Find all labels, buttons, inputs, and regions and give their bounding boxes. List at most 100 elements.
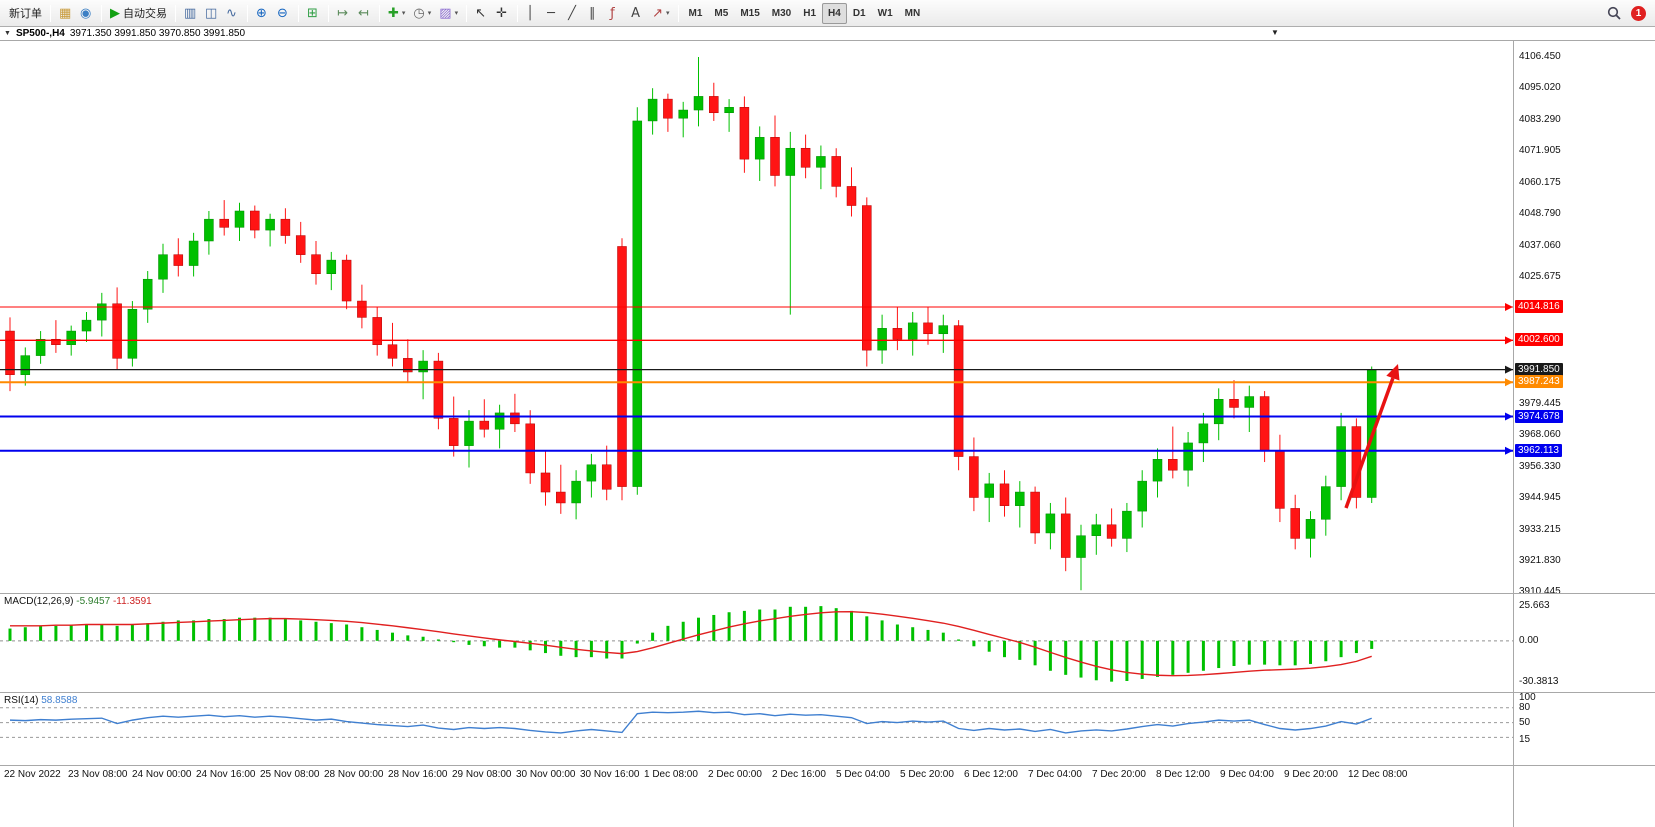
pane-separator[interactable] <box>0 593 1655 594</box>
timeframe-h1-button[interactable]: H1 <box>797 3 822 24</box>
horizontal-line-button[interactable]: ─ <box>543 3 564 24</box>
candle-body <box>479 420 490 430</box>
toolbar-separator <box>101 4 102 22</box>
dropdown-caret-icon: ▾ <box>454 10 459 17</box>
new-chart-icon: ▦ <box>59 5 72 21</box>
macd-plot[interactable]: MACD(12,26,9) -5.9457 -11.3591 <box>0 594 1513 692</box>
zoom-out-button[interactable]: ⊖ <box>273 3 294 24</box>
candle-body <box>984 483 994 498</box>
timeframe-m5-button[interactable]: M5 <box>708 3 734 24</box>
price-tick-label: 4106.450 <box>1519 50 1561 62</box>
time-label: 2 Dec 00:00 <box>708 769 762 780</box>
chart-shift-button[interactable]: ↤ <box>354 3 375 24</box>
collapse-arrow-icon[interactable]: ▼ <box>4 30 11 37</box>
dropdown-caret-icon: ▾ <box>401 10 406 17</box>
level-arrow-icon <box>1505 446 1513 455</box>
price-tick-label: 4083.290 <box>1519 114 1561 126</box>
pane-separator <box>0 40 1655 41</box>
candle-body <box>601 464 612 490</box>
candle-body <box>265 218 275 231</box>
candle-body <box>35 338 46 356</box>
new-order-button[interactable]: 新订单 <box>5 3 46 24</box>
fibonacci-button[interactable]: ƒ <box>606 3 627 24</box>
templates-button[interactable]: ▨ ▾ <box>435 3 462 24</box>
new-chart-button[interactable]: ▦ <box>55 3 76 24</box>
candlestick-chart-button[interactable]: ◫ <box>201 3 222 24</box>
price-level-badge: 4014.816 <box>1515 299 1563 313</box>
periods-button[interactable]: ◷ ▾ <box>409 3 435 24</box>
time-label: 29 Nov 08:00 <box>452 769 512 780</box>
time-label: 12 Dec 08:00 <box>1348 769 1408 780</box>
timeframe-d1-button[interactable]: D1 <box>847 3 872 24</box>
profiles-button[interactable]: ◉ <box>76 3 97 24</box>
macd-signal-line <box>10 610 1372 677</box>
candle-body <box>1229 399 1239 408</box>
channel-button[interactable]: ∥ <box>585 3 606 24</box>
price-tick-label: 4037.060 <box>1519 240 1561 252</box>
candle-body <box>20 355 31 375</box>
indicators-button[interactable]: ✚ ▾ <box>384 3 409 24</box>
candle-body <box>1091 524 1102 536</box>
toolbar-separator <box>175 4 176 22</box>
zoom-in-icon: ⊕ <box>256 5 267 21</box>
candle-body <box>5 330 15 375</box>
notification-badge[interactable]: 1 <box>1631 5 1646 21</box>
time-axis[interactable]: 22 Nov 2022 23 Nov 08:00 24 Nov 00:00 24 No… <box>0 766 1513 827</box>
search-button[interactable] <box>1603 3 1625 24</box>
fibonacci-icon: ƒ <box>610 5 615 21</box>
candle-body <box>877 328 887 351</box>
timeframe-h4-button[interactable]: H4 <box>822 2 847 24</box>
pane-separator[interactable] <box>0 692 1655 693</box>
zoom-in-button[interactable]: ⊕ <box>252 3 273 24</box>
chart-shift-icon: ↤ <box>358 5 369 21</box>
level-arrow-icon <box>1505 336 1513 345</box>
price-tick-label: 4071.905 <box>1519 145 1561 157</box>
candle-body <box>51 338 61 345</box>
candle-body <box>1244 396 1255 408</box>
main-plot[interactable] <box>0 41 1513 593</box>
price-tick-label: 3956.330 <box>1519 460 1561 472</box>
candle-body <box>1275 450 1285 509</box>
time-label: 8 Dec 12:00 <box>1156 769 1210 780</box>
auto-scroll-button[interactable]: ↦ <box>333 3 354 24</box>
toolbar: 新订单 ▦ ◉ ▶ 自动交易 ▥ ◫ ∿ ⊕ ⊖ ⊞ ↦ ↤ ✚ ▾ ◷ ▾ ▨ ▾ ↖ ✛ │ ─ ╱ ∥ ƒ A ↗ ▾ M1 M5 M1… <box>0 0 1655 27</box>
timeframe-m15-button[interactable]: M15 <box>734 3 765 24</box>
timeframe-mn-button[interactable]: MN <box>899 3 927 24</box>
candle-body <box>800 147 811 168</box>
toolbar-separator <box>379 4 380 22</box>
chart-symbol-title: SP500-,H4 <box>15 28 65 39</box>
price-axis[interactable]: 4106.450 4095.020 4083.290 4071.905 4060.175… <box>1513 27 1655 827</box>
time-label: 23 Nov 08:00 <box>68 769 128 780</box>
candle-body <box>678 109 688 119</box>
bar-chart-button[interactable]: ▥ <box>180 3 201 24</box>
crosshair-button[interactable]: ✛ <box>492 3 513 24</box>
candle-body <box>969 456 979 498</box>
cursor-button[interactable]: ↖ <box>471 3 492 24</box>
macd-name: MACD(12,26,9) <box>4 596 74 607</box>
toolbar-left: 新订单 ▦ ◉ ▶ 自动交易 ▥ ◫ ∿ ⊕ ⊖ ⊞ ↦ ↤ ✚ ▾ ◷ ▾ ▨ ▾ ↖ ✛ │ ─ ╱ ∥ ƒ A ↗ ▾ M1 M5 M1… <box>5 2 1603 24</box>
candle-body <box>311 254 321 275</box>
vertical-line-button[interactable]: │ <box>522 3 543 24</box>
chart-shift-marker[interactable]: ▼ <box>1271 28 1279 37</box>
tile-windows-button[interactable]: ⊞ <box>303 3 324 24</box>
line-chart-button[interactable]: ∿ <box>222 3 243 24</box>
timeframe-w1-button[interactable]: W1 <box>872 3 899 24</box>
candle-body <box>142 278 153 310</box>
text-button[interactable]: A <box>627 3 648 24</box>
trendline-button[interactable]: ╱ <box>564 3 585 24</box>
timeframe-m1-button[interactable]: M1 <box>683 3 709 24</box>
candle-body <box>846 186 857 206</box>
candle-body <box>617 246 627 487</box>
rsi-plot[interactable]: RSI(14) 58.8588 <box>0 693 1513 765</box>
price-tick-label: 4048.790 <box>1519 208 1561 220</box>
time-label: 6 Dec 12:00 <box>964 769 1018 780</box>
candle-body <box>525 423 535 474</box>
price-tick-label: 3968.060 <box>1519 428 1561 440</box>
rsi-line <box>9 710 1372 734</box>
candle-body <box>448 418 459 446</box>
arrows-button[interactable]: ↗ ▾ <box>648 3 673 24</box>
price-level-badge: 3962.113 <box>1515 443 1562 457</box>
timeframe-m30-button[interactable]: M30 <box>766 3 797 24</box>
auto-trading-button[interactable]: ▶ 自动交易 <box>106 3 171 24</box>
candle-body <box>173 254 184 266</box>
